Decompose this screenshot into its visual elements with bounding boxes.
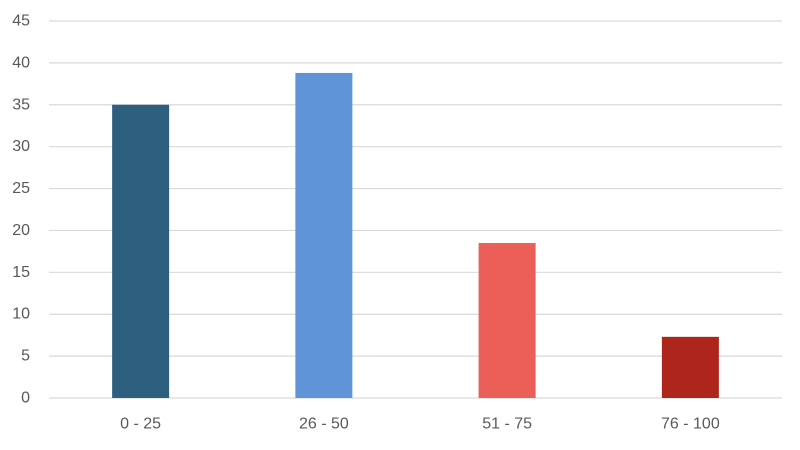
- x-tick-label: 51 - 75: [482, 416, 532, 433]
- y-tick-label: 15: [12, 264, 30, 281]
- y-tick-label: 0: [21, 390, 30, 407]
- y-tick-label: 45: [12, 13, 30, 30]
- x-tick-label: 76 - 100: [661, 416, 720, 433]
- y-tick-label: 35: [12, 96, 30, 113]
- x-axis-tick-labels: 0 - 25 26 - 50 51 - 75 76 - 100: [120, 416, 720, 433]
- y-tick-label: 20: [12, 222, 30, 239]
- bar-2: [295, 72, 353, 398]
- y-tick-label: 30: [12, 138, 30, 155]
- y-tick-label: 10: [12, 306, 30, 323]
- y-axis-tick-labels: 0 5 10 15 20 25 30 35 40 45: [12, 13, 30, 407]
- bar-4: [661, 336, 719, 398]
- y-tick-label: 40: [12, 54, 30, 71]
- bars: [112, 72, 719, 399]
- x-tick-label: 26 - 50: [299, 416, 349, 433]
- x-tick-label: 0 - 25: [120, 416, 161, 433]
- bar-1: [112, 104, 170, 399]
- y-tick-label: 5: [21, 348, 30, 365]
- y-tick-label: 25: [12, 180, 30, 197]
- gridlines: [49, 20, 782, 399]
- bar-3: [478, 243, 536, 398]
